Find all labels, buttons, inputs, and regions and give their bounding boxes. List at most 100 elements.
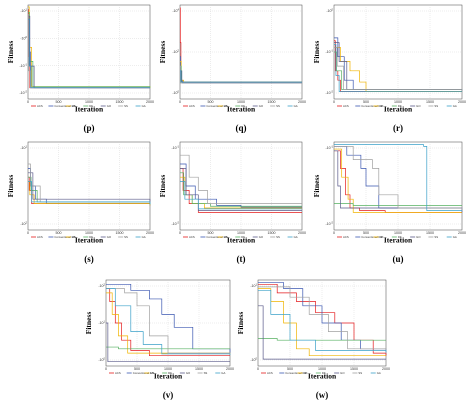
legend-label: Conventional CS (206, 235, 227, 239)
x-tick-label: 1000 (85, 100, 93, 104)
x-tick-label: 0 (179, 231, 181, 235)
legend-label: DE (89, 235, 93, 239)
panel-w: 0 500 1000 1500 2000 -101 -100 ACS Conventional … (236, 279, 390, 400)
panel-caption: (w) (316, 390, 329, 400)
legend-label: ACS (37, 235, 43, 239)
legend-label: ACS (267, 371, 273, 375)
legend-label: Conventional CS (361, 104, 382, 108)
y-tick-label: -10-2 (325, 90, 333, 96)
series-line-de (334, 203, 462, 206)
x-axis-label: Iteration (227, 105, 256, 114)
y-axis-label: Fitness (312, 41, 321, 64)
series-line-ga (180, 70, 302, 83)
legend-label: GO (340, 371, 345, 375)
x-tick-label: 1500 (426, 100, 434, 104)
legend-label: GO (107, 104, 112, 108)
legend-label: GA (453, 235, 457, 239)
y-axis-label: Fitness (6, 175, 15, 198)
series-line-ss (334, 146, 463, 211)
legend-label: DE (322, 371, 326, 375)
x-tick-label: 500 (363, 100, 369, 104)
y-tick-label: -100 (20, 35, 27, 41)
legend-label: HS (380, 235, 384, 239)
legend-label: ACS (189, 104, 195, 108)
x-tick-label: 500 (287, 367, 293, 371)
panel-v: 0 500 1000 1500 2000 -102 -101 -100 ACS Conventio… (84, 279, 234, 400)
y-tick-label: -10-2 (325, 221, 333, 227)
series-line-ss (334, 46, 463, 92)
x-tick-label: 1000 (164, 367, 172, 371)
x-tick-label: 0 (333, 231, 335, 235)
x-axis-label: Iteration (384, 105, 413, 114)
legend-label: SS (124, 235, 128, 239)
series-line-ss (106, 288, 231, 354)
x-tick-label: 0 (105, 367, 107, 371)
x-tick-label: 0 (27, 231, 29, 235)
y-axis-label: Fitness (84, 312, 93, 335)
series-line-ga (258, 289, 387, 353)
legend-label: Conventional CS (206, 104, 227, 108)
legend-label: HS (224, 104, 228, 108)
x-tick-label: 0 (333, 100, 335, 104)
legend-label: DE (398, 104, 402, 108)
x-tick-label: 1500 (116, 100, 124, 104)
legend-label: Conventional CS (54, 235, 75, 239)
series-line-acs (106, 288, 230, 357)
y-tick-label: -104 (172, 8, 179, 14)
y-axis-label: Fitness (158, 41, 167, 64)
y-tick-label: -101 (250, 283, 257, 289)
legend-label: GA (453, 104, 457, 108)
legend-label: GA (294, 104, 298, 108)
legend-label: HS (224, 235, 228, 239)
legend-label: SS (358, 371, 362, 375)
legend-label: HS (72, 104, 76, 108)
legend-label: GA (142, 235, 146, 239)
y-tick-label: -100 (326, 8, 333, 14)
x-tick-label: 1500 (116, 231, 124, 235)
y-tick-label: -102 (20, 221, 27, 227)
legend-label: DE (241, 235, 245, 239)
legend-label: DE (241, 104, 245, 108)
y-tick-label: -101 (20, 8, 27, 14)
series-line-go (28, 172, 151, 204)
series-line-go (180, 168, 302, 211)
x-axis-label: Iteration (75, 236, 104, 245)
panel-p: 0 500 1000 1500 2000 -101 -100 -10-1 -10-2 ACS Con… (6, 4, 154, 133)
series-line-ga (180, 181, 302, 210)
x-tick-label: 500 (208, 100, 214, 104)
x-tick-label: 1000 (318, 367, 326, 371)
series-line-de (258, 338, 386, 341)
x-tick-label: 500 (208, 231, 214, 235)
legend-label: HS (304, 371, 308, 375)
y-tick-label: -10-1 (19, 62, 27, 68)
legend-label: GO (186, 371, 191, 375)
legend-label: ACS (343, 104, 349, 108)
x-tick-label: 500 (134, 367, 140, 371)
panel-caption: (u) (393, 254, 404, 264)
y-tick-label: -100 (250, 357, 257, 363)
legend-label: HS (380, 104, 384, 108)
legend-label: HS (72, 235, 76, 239)
panel-caption: (p) (84, 123, 95, 133)
series-line-acs (334, 150, 462, 213)
series-line-ga (106, 288, 231, 355)
series-line-ss (180, 154, 302, 204)
legend-label: ACS (343, 235, 349, 239)
x-tick-label: 2000 (146, 231, 154, 235)
x-tick-label: 1000 (394, 231, 402, 235)
legend-label: GA (221, 371, 225, 375)
legend-label: DE (398, 235, 402, 239)
legend-label: GA (377, 371, 381, 375)
y-axis-label: Fitness (158, 175, 167, 198)
y-tick-label: -10-1 (325, 49, 333, 55)
legend-label: HS (150, 371, 154, 375)
series-line-ss (258, 286, 387, 354)
series-line-de (28, 12, 151, 88)
y-axis-label: Fitness (6, 41, 15, 64)
panel-s: 0 500 1000 1500 2000 -101 -102 ACS Conventional … (6, 141, 154, 264)
y-tick-label: -10-1 (325, 145, 333, 151)
x-axis-label: Iteration (154, 372, 183, 381)
x-tick-label: 1000 (394, 100, 402, 104)
x-tick-label: 0 (27, 100, 29, 104)
